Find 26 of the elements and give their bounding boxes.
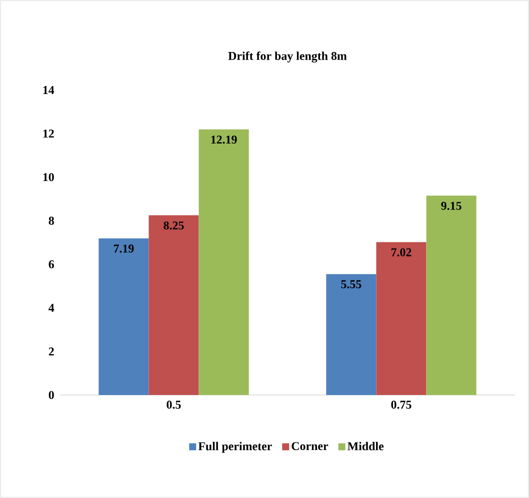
y-tick-label: 8 [48,216,54,225]
y-tick-label: 10 [43,173,54,182]
bar [326,274,376,395]
y-tick-label: 12 [43,130,54,138]
y-tick-label: 0 [48,390,54,400]
legend-label: Full perimeter [198,442,272,453]
bar [198,129,249,395]
x-tick-label: 0.5 [166,400,181,409]
y-tick-label: 2 [48,347,54,356]
x-tick-label: 0.75 [391,400,412,409]
data-label: 9.15 [441,202,462,210]
bar [148,215,199,395]
y-tick-label: 14 [43,86,54,94]
bar [426,196,476,395]
chart-title: Drift for bay length 8m [228,51,347,62]
y-tick-label: 6 [48,260,54,268]
bar [376,242,426,395]
y-tick-label: 4 [48,304,54,312]
data-label: 12.19 [211,136,237,144]
data-label: 7.02 [391,248,412,256]
data-label: 8.25 [164,221,184,230]
data-label: 5.55 [341,280,362,288]
legend-label: Corner [292,442,328,450]
data-label: 7.19 [114,244,134,253]
legend-label: Middle [348,442,384,450]
bar [98,238,149,395]
